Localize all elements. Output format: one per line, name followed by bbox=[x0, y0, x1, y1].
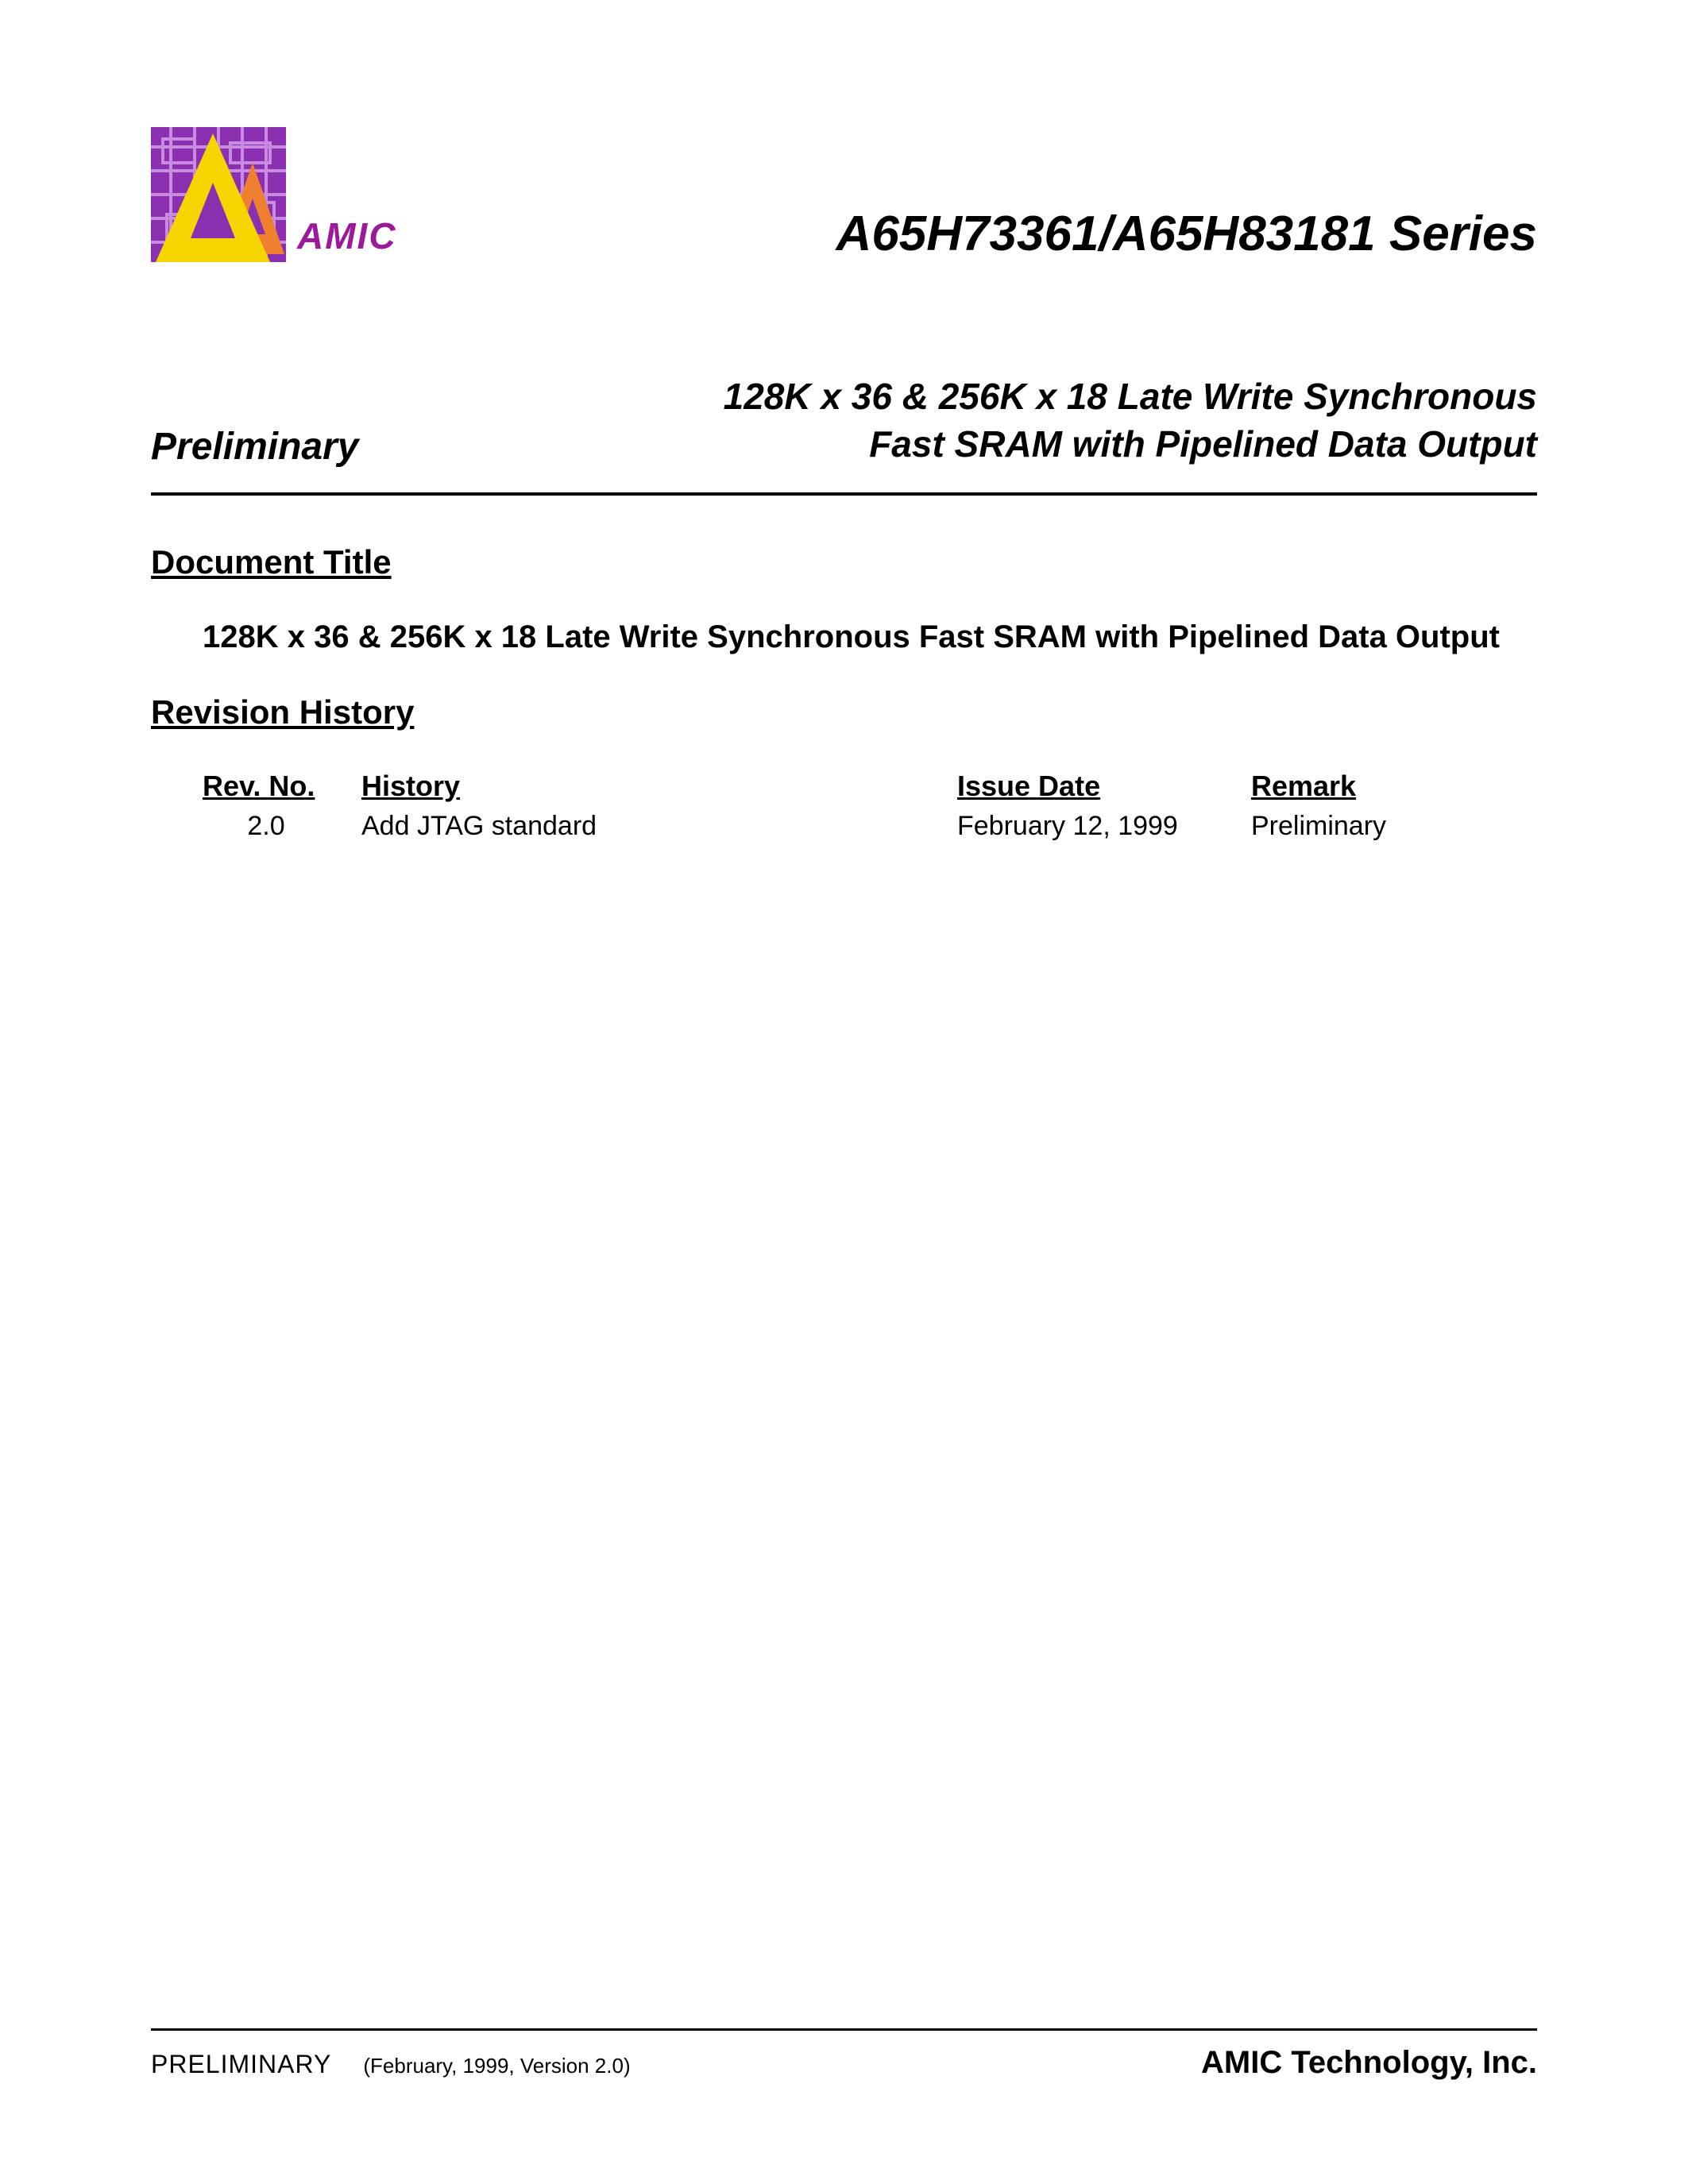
amic-logo-icon bbox=[151, 127, 286, 262]
col-head-issue-date: Issue Date bbox=[957, 770, 1243, 803]
subtitle-block: 128K x 36 & 256K x 18 Late Write Synchro… bbox=[724, 373, 1537, 469]
subtitle-row: Preliminary 128K x 36 & 256K x 18 Late W… bbox=[151, 373, 1537, 469]
footer-version: (February, 1999, Version 2.0) bbox=[363, 2054, 630, 2078]
cell-history: Add JTAG standard bbox=[361, 811, 949, 842]
series-title: A65H73361/A65H83181 Series bbox=[836, 206, 1537, 262]
logo-brand-text: AMIC bbox=[297, 214, 397, 257]
document-title-text: 128K x 36 & 256K x 18 Late Write Synchro… bbox=[203, 619, 1537, 655]
footer-row: PRELIMINARY (February, 1999, Version 2.0… bbox=[151, 2045, 1537, 2081]
subtitle-line-1: 128K x 36 & 256K x 18 Late Write Synchro… bbox=[724, 373, 1537, 421]
footer-left: PRELIMINARY (February, 1999, Version 2.0… bbox=[151, 2050, 631, 2079]
cell-issue-date: February 12, 1999 bbox=[957, 811, 1243, 842]
subtitle-line-2: Fast SRAM with Pipelined Data Output bbox=[724, 421, 1537, 469]
preliminary-label: Preliminary bbox=[151, 425, 358, 469]
table-row: 2.0 Add JTAG standard February 12, 1999 … bbox=[203, 803, 1537, 842]
cell-remark: Preliminary bbox=[1251, 811, 1458, 842]
col-head-revno: Rev. No. bbox=[203, 770, 353, 803]
revision-table: Rev. No. History Issue Date Remark 2.0 A… bbox=[203, 770, 1537, 842]
footer-rule bbox=[151, 2028, 1537, 2031]
document-title-label: Document Title bbox=[151, 543, 1537, 581]
footer-company: AMIC Technology, Inc. bbox=[1201, 2045, 1537, 2081]
header-row: AMIC A65H73361/A65H83181 Series bbox=[151, 127, 1537, 262]
footer-preliminary: PRELIMINARY bbox=[151, 2050, 331, 2079]
revision-history-label: Revision History bbox=[151, 693, 1537, 731]
document-page: AMIC A65H73361/A65H83181 Series Prelimin… bbox=[0, 0, 1688, 2184]
logo-block: AMIC bbox=[151, 127, 397, 262]
table-header-row: Rev. No. History Issue Date Remark bbox=[203, 770, 1537, 803]
col-head-history: History bbox=[361, 770, 949, 803]
cell-revno: 2.0 bbox=[203, 811, 353, 842]
header-rule bbox=[151, 492, 1537, 496]
col-head-remark: Remark bbox=[1251, 770, 1458, 803]
page-footer: PRELIMINARY (February, 1999, Version 2.0… bbox=[151, 2028, 1537, 2081]
